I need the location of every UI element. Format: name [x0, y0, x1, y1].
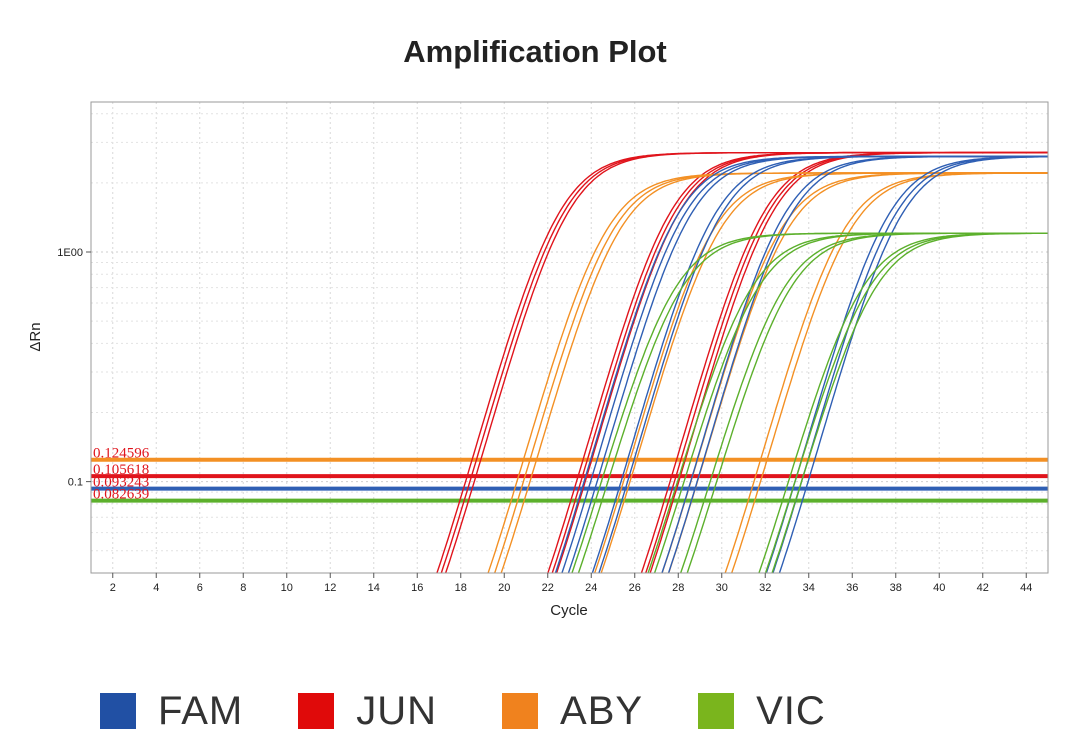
- legend-swatch-fam: [100, 693, 136, 729]
- legend-swatch-vic: [698, 693, 735, 729]
- x-tick-label-4: 4: [153, 582, 159, 594]
- curve-vic-8: [771, 232, 1048, 573]
- legend-swatch-jun: [298, 693, 335, 729]
- legend-label-fam: FAM: [158, 688, 244, 733]
- threshold-label-jun: 0.105618: [93, 462, 149, 478]
- amplification-curves: [436, 151, 1048, 573]
- curve-jun-0: [436, 151, 1048, 573]
- legend-item-vic: VIC: [698, 689, 826, 734]
- x-tick-label-44: 44: [1020, 582, 1032, 594]
- x-tick-label-12: 12: [324, 582, 336, 594]
- x-tick-label-28: 28: [672, 582, 684, 594]
- y-axis-label: ΔRn: [27, 322, 44, 351]
- curve-jun-6: [640, 151, 1048, 573]
- x-tick-label-38: 38: [890, 582, 902, 594]
- legend-label-jun: JUN: [356, 688, 438, 733]
- x-tick-label-40: 40: [933, 582, 945, 594]
- curve-jun-1: [440, 151, 1048, 573]
- x-tick-label-18: 18: [455, 582, 467, 594]
- y-tick-label: 0.1: [68, 477, 83, 489]
- legend-item-fam: FAM: [100, 689, 243, 734]
- x-tick-label-6: 6: [197, 582, 203, 594]
- curve-jun-4: [551, 151, 1048, 573]
- x-tick-label-36: 36: [846, 582, 858, 594]
- amplification-plot: Amplification Plot 2 4 6 8 10 12 14 16 18 20 22 24 2…: [27, 34, 1049, 619]
- curve-jun-2: [444, 151, 1048, 573]
- legend-swatch-aby: [502, 693, 539, 729]
- x-axis-label: Cycle: [550, 602, 588, 619]
- chart-title: Amplification Plot: [403, 34, 667, 69]
- x-tick-label-26: 26: [629, 582, 641, 594]
- x-tick-label-16: 16: [411, 582, 423, 594]
- curve-fam-6: [667, 155, 1048, 573]
- x-tick-label-10: 10: [281, 582, 293, 594]
- curve-fam-5: [661, 155, 1048, 573]
- x-tick-label-2: 2: [110, 582, 116, 594]
- legend-item-aby: ABY: [502, 689, 643, 734]
- threshold-label-fam: 0.093243: [93, 475, 149, 491]
- legend: FAM JUN ABY VIC: [100, 686, 876, 736]
- curve-jun-7: [644, 151, 1048, 573]
- y-axis-ticks: 1E00 0.1: [57, 247, 91, 489]
- x-tick-label-32: 32: [759, 582, 771, 594]
- x-tick-label-14: 14: [368, 582, 380, 594]
- y-tick-label: 1E00: [57, 247, 83, 259]
- curve-fam-9: [778, 156, 1048, 573]
- legend-item-jun: JUN: [298, 689, 437, 734]
- curve-aby-4: [600, 172, 1048, 573]
- curve-fam-4: [598, 155, 1048, 573]
- curve-vic-1: [577, 232, 1048, 573]
- x-tick-label-42: 42: [977, 582, 989, 594]
- x-tick-label-8: 8: [240, 582, 246, 594]
- plot-frame: [90, 101, 1049, 574]
- x-tick-label-24: 24: [585, 582, 597, 594]
- x-tick-label-20: 20: [498, 582, 510, 594]
- threshold-lines: [91, 457, 1048, 503]
- x-tick-label-22: 22: [542, 582, 554, 594]
- legend-label-vic: VIC: [756, 688, 826, 733]
- x-tick-label-34: 34: [803, 582, 815, 594]
- curve-fam-8: [772, 155, 1048, 573]
- threshold-label-aby: 0.124596: [93, 446, 150, 462]
- x-axis-ticks: 2 4 6 8 10 12 14 16 18 20 22 24 26 28 30 32 34 36 38 40 42 44: [110, 573, 1032, 594]
- x-tick-label-30: 30: [716, 582, 728, 594]
- curve-aby-8: [730, 172, 1048, 573]
- legend-label-aby: ABY: [560, 688, 644, 733]
- threshold-label-vic: 0.082639: [93, 487, 149, 503]
- curve-fam-3: [591, 155, 1048, 573]
- curve-aby-3: [593, 172, 1048, 573]
